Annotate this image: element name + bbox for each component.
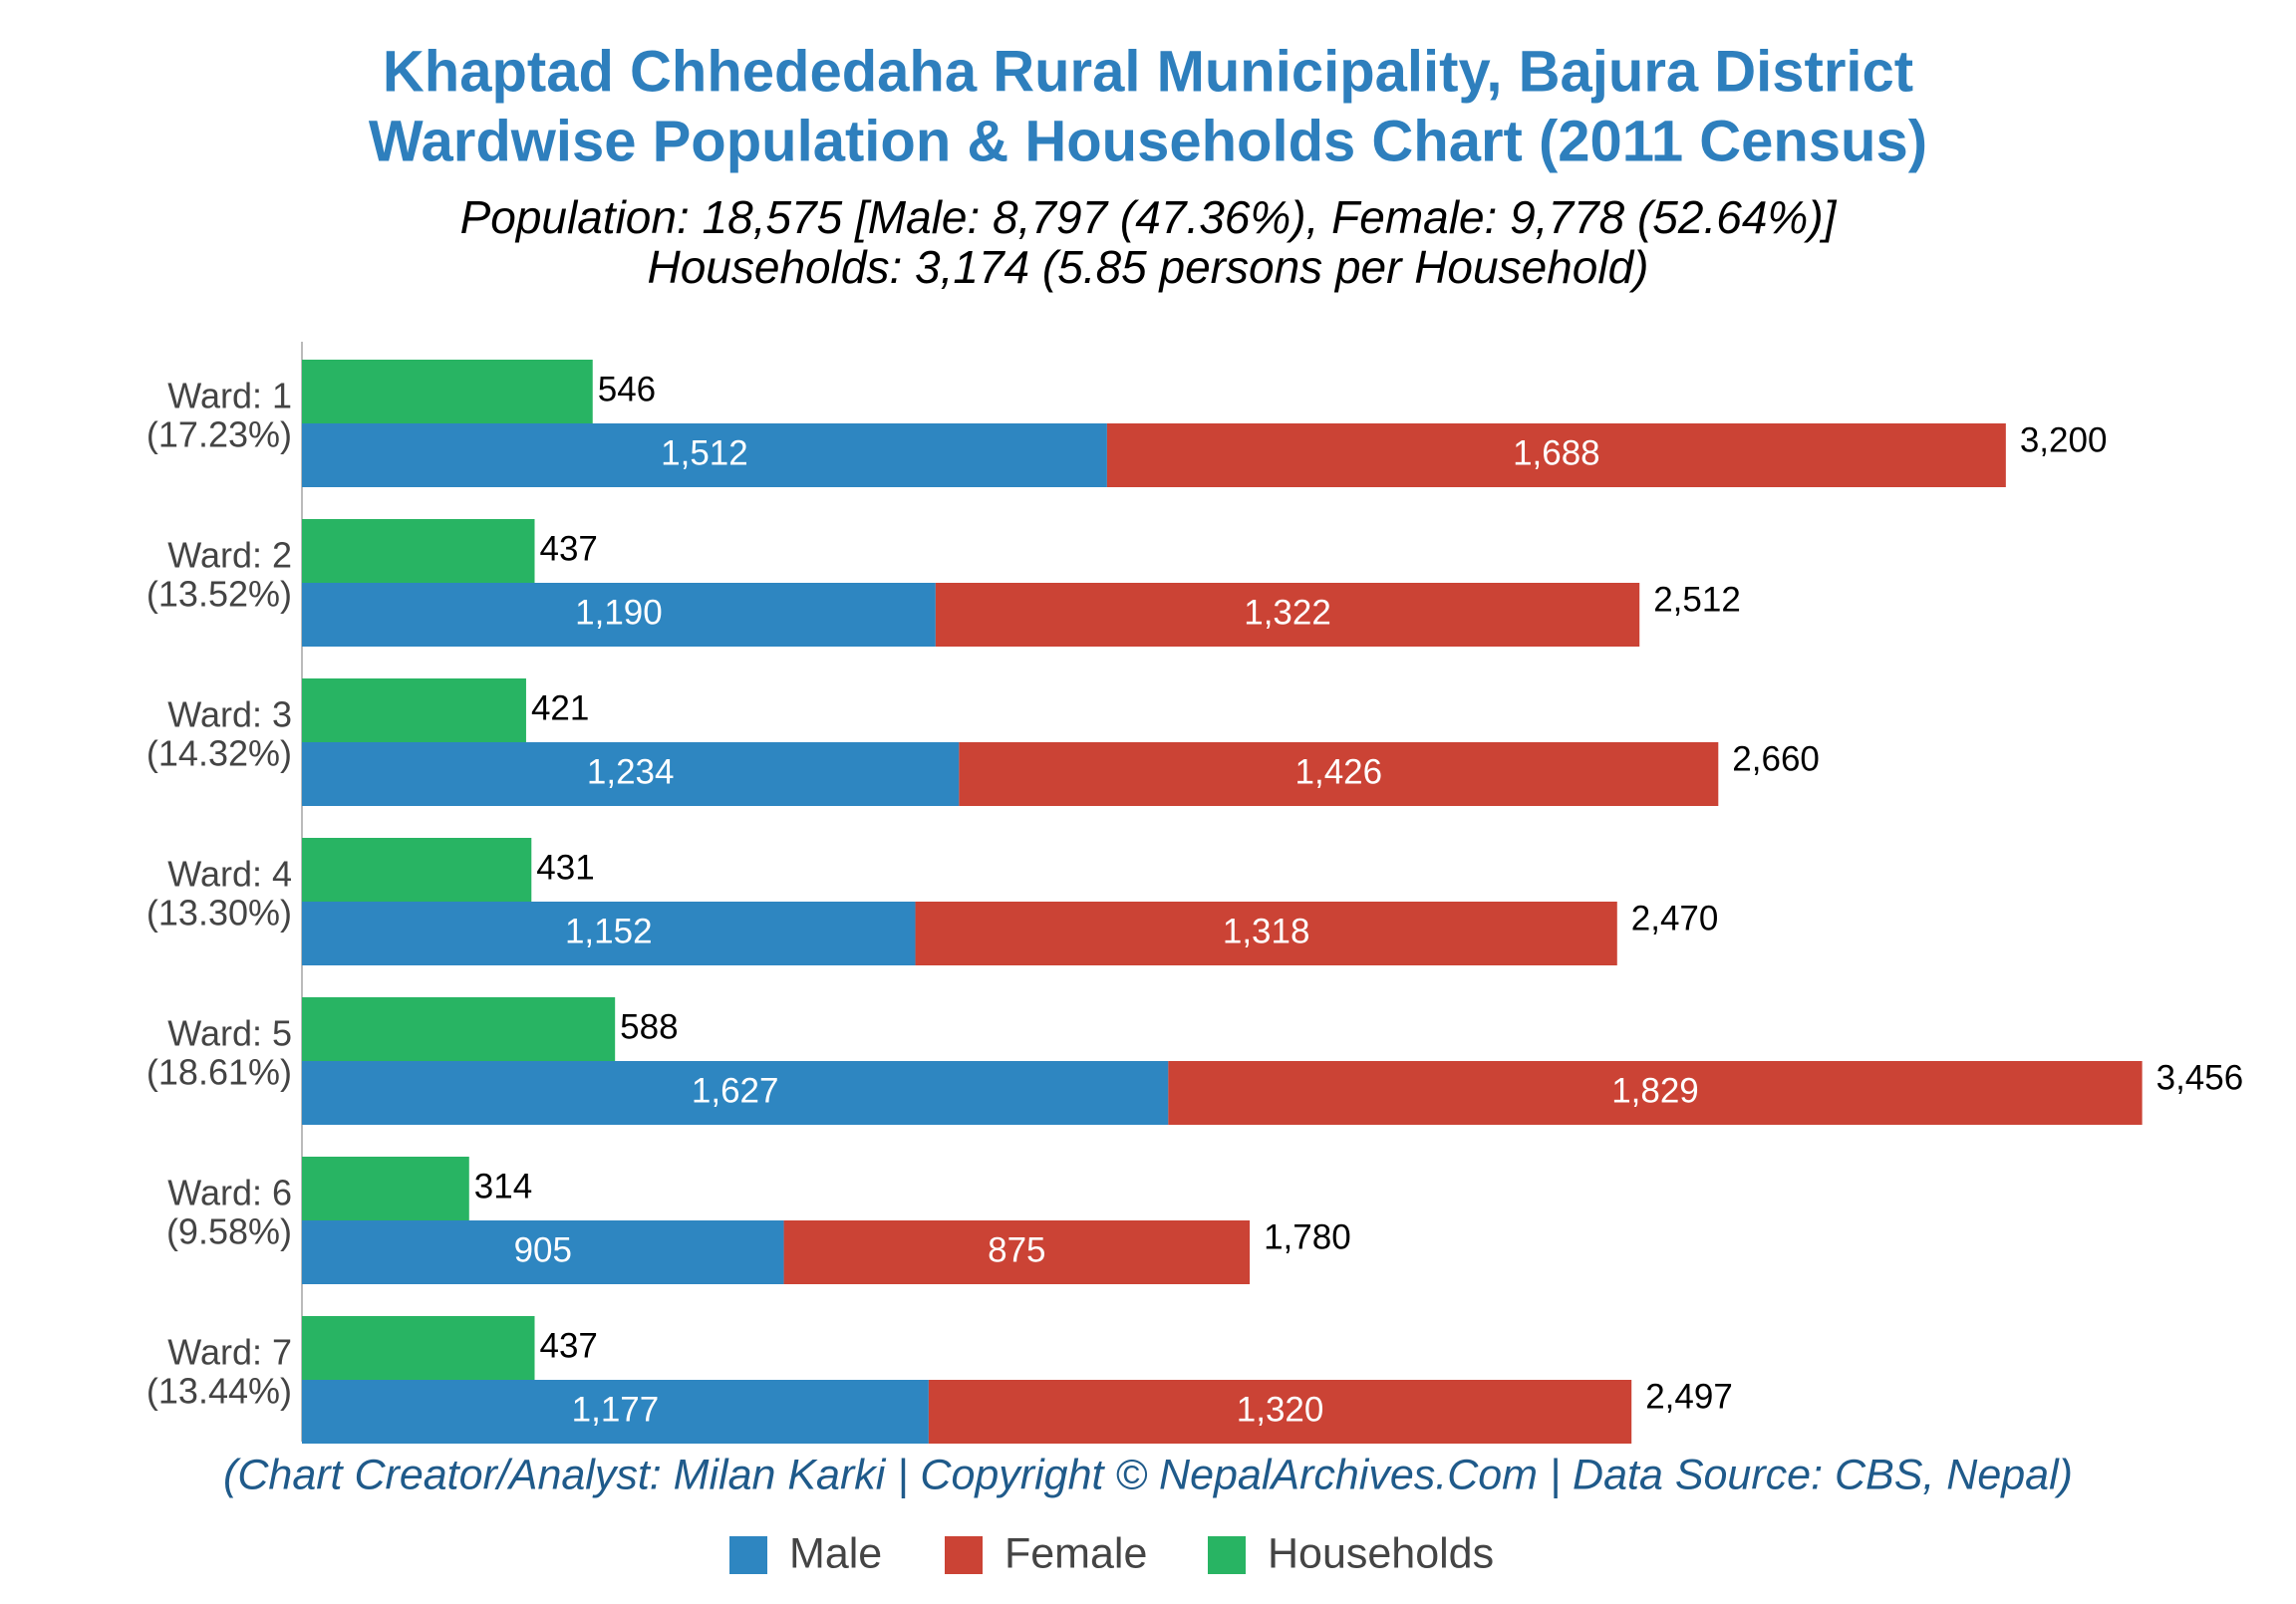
chart-title: Khaptad Chhededaha Rural Municipality, B… [383, 39, 1913, 104]
y-tick-label: Ward: 7 [167, 1332, 292, 1373]
legend-label: Male [789, 1529, 882, 1577]
legend-swatch [729, 1536, 767, 1574]
bar-segment [302, 423, 1107, 487]
value-label: 546 [598, 370, 656, 408]
total-label: 2,497 [1645, 1377, 1733, 1416]
y-tick-label: Ward: 5 [167, 1013, 292, 1054]
value-label: 1,627 [692, 1071, 779, 1110]
y-tick-label: Ward: 1 [167, 376, 292, 416]
y-tick-label: Ward: 4 [167, 854, 292, 895]
value-label: 1,829 [1611, 1071, 1699, 1110]
total-label: 2,660 [1732, 739, 1820, 778]
bar-segment [935, 583, 1640, 647]
value-label: 431 [536, 848, 594, 887]
households-bar [302, 1316, 535, 1380]
y-tick-label: (18.61%) [146, 1052, 292, 1093]
bar-segment [302, 1380, 929, 1444]
value-label: 437 [539, 1326, 597, 1365]
y-tick-label: (9.58%) [166, 1211, 292, 1252]
bar-segment [915, 902, 1617, 965]
total-label: 3,456 [2156, 1058, 2244, 1097]
households-bar [302, 997, 616, 1061]
value-label: 1,152 [565, 912, 653, 950]
total-label: 1,780 [1264, 1217, 1351, 1256]
value-label: 1,426 [1295, 752, 1383, 791]
value-label: 1,512 [661, 433, 748, 472]
bar-segment [1168, 1061, 2143, 1125]
total-label: 2,512 [1653, 580, 1741, 619]
bar-segment [928, 1380, 1632, 1444]
y-tick-label: Ward: 3 [167, 694, 292, 735]
legend-swatch [1208, 1536, 1246, 1574]
y-tick-label: (17.23%) [146, 414, 292, 455]
value-label: 1,320 [1237, 1390, 1324, 1429]
chart-title: Wardwise Population & Households Chart (… [369, 109, 1927, 173]
value-label: 314 [474, 1167, 532, 1205]
bar-segment [302, 583, 936, 647]
value-label: 1,318 [1223, 912, 1310, 950]
value-label: 875 [988, 1230, 1045, 1269]
annotation: (Chart Creator/Analyst: Milan Karki | Co… [223, 1451, 2073, 1498]
value-label: 1,322 [1244, 593, 1331, 632]
value-label: 437 [539, 529, 597, 568]
y-tick-label: (13.52%) [146, 574, 292, 615]
households-bar [302, 678, 526, 742]
y-tick-label: Ward: 6 [167, 1173, 292, 1213]
households-bar [302, 838, 532, 902]
y-tick-label: (14.32%) [146, 733, 292, 774]
total-label: 3,200 [2020, 420, 2108, 459]
y-tick-label: Ward: 2 [167, 535, 292, 576]
legend-label: Households [1268, 1529, 1494, 1577]
bar-segment [302, 902, 916, 965]
bar-segment [783, 1220, 1251, 1284]
bar-segment [302, 1220, 784, 1284]
households-bar [302, 1157, 469, 1220]
legend-label: Female [1004, 1529, 1147, 1577]
chart-subtitle: Population: 18,575 [Male: 8,797 (47.36%)… [460, 191, 1838, 243]
value-label: 421 [531, 688, 589, 727]
households-bar [302, 519, 535, 583]
bar-segment [302, 742, 960, 806]
value-label: 1,688 [1513, 433, 1600, 472]
y-tick-label: (13.30%) [146, 893, 292, 934]
chart-subtitle: Households: 3,174 (5.85 persons per Hous… [648, 241, 1649, 293]
value-label: 1,190 [575, 593, 663, 632]
value-label: 588 [620, 1007, 678, 1046]
value-label: 905 [514, 1230, 572, 1269]
bar-segment [302, 1061, 1169, 1125]
total-label: 2,470 [1631, 899, 1719, 937]
bar-segment [1106, 423, 2006, 487]
y-tick-label: (13.44%) [146, 1371, 292, 1412]
value-label: 1,177 [572, 1390, 660, 1429]
households-bar [302, 360, 593, 423]
legend-swatch [945, 1536, 983, 1574]
value-label: 1,234 [587, 752, 675, 791]
bar-segment [959, 742, 1719, 806]
